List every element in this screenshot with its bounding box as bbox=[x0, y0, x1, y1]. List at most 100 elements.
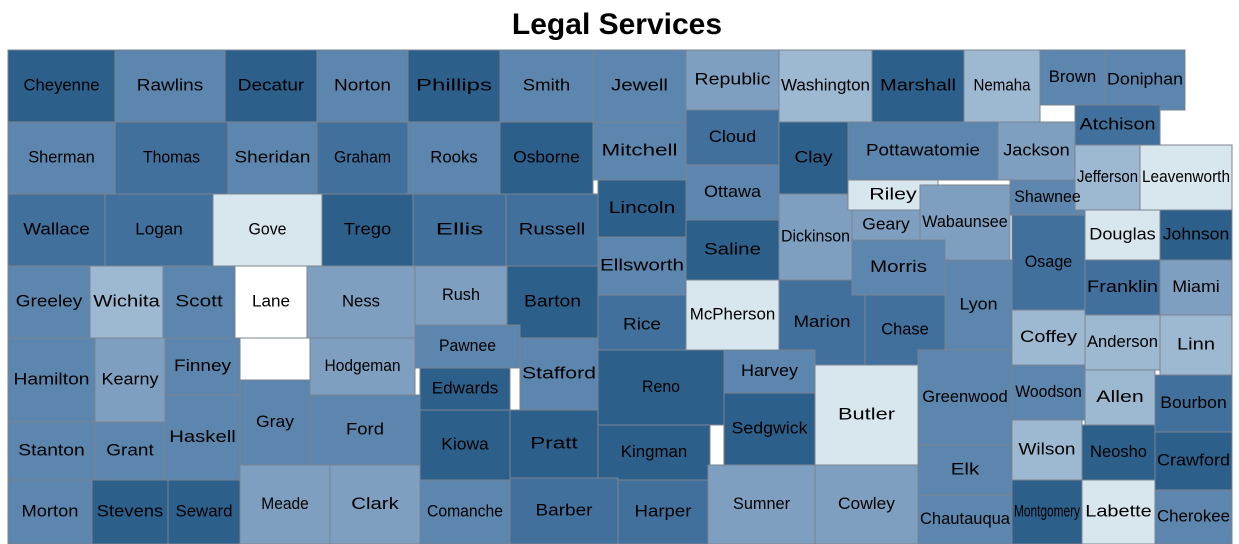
county bbox=[597, 294, 687, 356]
county bbox=[7, 49, 116, 123]
county bbox=[114, 121, 229, 195]
county bbox=[1011, 479, 1083, 544]
county-label: Phillips bbox=[416, 75, 492, 94]
county bbox=[7, 121, 116, 195]
county-label: Seward bbox=[176, 501, 233, 520]
county bbox=[224, 49, 318, 123]
county-label: Miami bbox=[1172, 277, 1220, 296]
county-label: Comanche bbox=[427, 501, 503, 520]
county-label: Ness bbox=[342, 291, 380, 310]
county bbox=[519, 337, 599, 411]
county-label: Butler bbox=[838, 404, 895, 423]
county-label: Clay bbox=[795, 147, 834, 166]
county-label: Ellsworth bbox=[600, 255, 684, 274]
county-label: Ellis bbox=[436, 219, 484, 238]
county-label: Rush bbox=[442, 285, 480, 304]
county bbox=[597, 236, 687, 296]
county bbox=[162, 265, 236, 339]
county bbox=[306, 265, 416, 339]
county-label: Woodson bbox=[1015, 382, 1082, 401]
county bbox=[1074, 104, 1161, 146]
county-label: Shawnee bbox=[1014, 187, 1081, 206]
county-label: Wilson bbox=[1019, 439, 1076, 458]
county-label: Coffey bbox=[1020, 327, 1078, 346]
county bbox=[917, 444, 1013, 496]
county bbox=[316, 121, 409, 195]
county bbox=[1011, 214, 1086, 311]
county-label: Pawnee bbox=[439, 336, 496, 355]
county bbox=[1081, 479, 1156, 544]
county bbox=[509, 409, 599, 479]
county bbox=[7, 265, 91, 339]
county-label: Sherman bbox=[28, 147, 95, 166]
county-label: Rice bbox=[623, 314, 661, 333]
county bbox=[316, 49, 409, 123]
county-label: Kearny bbox=[102, 369, 160, 388]
county-label: Edwards bbox=[432, 378, 499, 397]
county bbox=[414, 265, 508, 326]
county-label: Morris bbox=[870, 257, 927, 276]
county-label: Cheyenne bbox=[24, 75, 100, 94]
county-label: Barber bbox=[536, 500, 593, 519]
county-label: Mitchell bbox=[602, 140, 678, 159]
county bbox=[597, 349, 725, 426]
county bbox=[321, 193, 414, 267]
county-label: Decatur bbox=[238, 75, 305, 94]
county-label: Clark bbox=[351, 494, 399, 513]
county-label: Trego bbox=[344, 219, 392, 238]
county-label: Meade bbox=[261, 494, 309, 513]
county-label: Stanton bbox=[18, 440, 85, 459]
county-label: Thomas bbox=[143, 147, 200, 166]
county-label: Douglas bbox=[1089, 224, 1156, 243]
county bbox=[505, 193, 599, 267]
county-label: Rawlins bbox=[137, 75, 204, 94]
county bbox=[114, 49, 226, 123]
county-label: Marion bbox=[794, 312, 851, 331]
county-label: Harvey bbox=[741, 361, 799, 380]
county-label: Doniphan bbox=[1107, 69, 1183, 88]
county-label: Wallace bbox=[23, 219, 90, 238]
county-label: Gove bbox=[249, 219, 287, 238]
county bbox=[814, 464, 919, 544]
county bbox=[617, 479, 709, 544]
county bbox=[234, 265, 308, 339]
county bbox=[499, 49, 594, 123]
county bbox=[407, 49, 501, 123]
county bbox=[778, 121, 849, 195]
county-label: Lincoln bbox=[609, 198, 676, 217]
county-label: Reno bbox=[642, 377, 680, 396]
county bbox=[944, 259, 1013, 351]
county-label: Smith bbox=[523, 75, 571, 94]
county-label: Wichita bbox=[93, 291, 160, 310]
county-label: Lyon bbox=[960, 294, 998, 313]
county bbox=[91, 479, 169, 544]
county-label: Chase bbox=[881, 319, 929, 338]
county-label: Finney bbox=[174, 356, 232, 375]
county-label: Jewell bbox=[611, 75, 668, 94]
county-label: Bourbon bbox=[1160, 393, 1227, 412]
county bbox=[7, 421, 96, 481]
county bbox=[917, 494, 1013, 544]
county-label: Kiowa bbox=[441, 434, 489, 453]
county bbox=[847, 121, 999, 181]
county bbox=[419, 479, 511, 544]
county bbox=[239, 464, 331, 544]
county-label: Lane bbox=[252, 291, 290, 310]
county-label: Cherokee bbox=[1157, 506, 1230, 525]
county bbox=[685, 109, 780, 166]
county-label: Graham bbox=[334, 147, 391, 166]
county bbox=[1139, 144, 1233, 211]
county bbox=[814, 364, 919, 466]
county-label: Labette bbox=[1085, 501, 1152, 520]
county-label: Gray bbox=[256, 412, 295, 431]
county-label: Harper bbox=[635, 501, 692, 520]
county-label: Scott bbox=[175, 291, 223, 310]
county-label: Crawford bbox=[1157, 450, 1230, 469]
county-label: Elk bbox=[951, 459, 980, 478]
county bbox=[723, 349, 816, 394]
county-label: Hodgeman bbox=[325, 356, 401, 375]
county-label: Riley bbox=[869, 184, 917, 203]
county-label: McPherson bbox=[690, 304, 776, 323]
county bbox=[1154, 489, 1233, 544]
